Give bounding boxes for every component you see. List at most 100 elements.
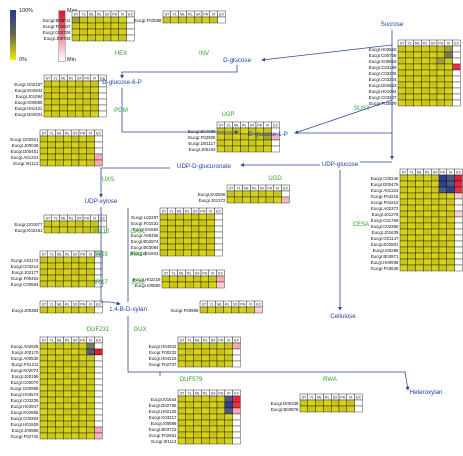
heatmap-cell (167, 219, 176, 227)
gene-label: Eucgr.C03214 (11, 264, 39, 269)
heatmap-cell (47, 390, 56, 398)
gene-label: Eucgr.D02653 (369, 83, 397, 88)
heatmap-cell (405, 57, 414, 65)
heatmap-cell (431, 204, 440, 212)
enzyme-susy: SUSY (354, 106, 370, 112)
heatmap-cell (415, 228, 424, 236)
heatmap-cell (47, 426, 56, 434)
column-label-yl: YL (53, 77, 57, 81)
heatmap-cell (454, 240, 463, 248)
heatmap-cell (423, 210, 432, 218)
expression-gradient-bar (10, 10, 16, 60)
heatmap-cell (399, 180, 408, 188)
column-label-ml: ML (234, 124, 239, 128)
heatmap-cell (82, 104, 91, 112)
heatmap-cell (177, 354, 186, 362)
heatmap-cell (55, 366, 64, 374)
column-label-yl: YL (209, 303, 213, 307)
heatmap-cell (51, 220, 60, 228)
heatmap-cell (191, 249, 200, 257)
heatmap-cell (216, 395, 225, 403)
heatmap-cell (405, 81, 414, 89)
column-label-ph: PH (218, 392, 223, 396)
heatmap-cell (438, 198, 447, 206)
heatmap-cell (55, 420, 64, 428)
heatmap-cell (86, 354, 95, 362)
heatmap-cell (446, 204, 455, 212)
heatmap-cell (63, 432, 72, 440)
heatmap-cell (216, 133, 225, 141)
heatmap-cell (86, 408, 95, 416)
gene-label: Eucgr.H00939 (371, 260, 399, 265)
heatmap-cell (214, 219, 223, 227)
heatmap-cell (71, 420, 80, 428)
heatmap-cell (201, 437, 210, 445)
heatmap-cell (446, 246, 455, 254)
gene-label: Eucgr.F04212 (371, 200, 399, 205)
heatmap-cell (94, 141, 103, 149)
heatmap-cell (159, 225, 168, 233)
gene-label: Eucgr.J01094 (16, 94, 43, 99)
gene-label: Eucgr.D00476 (371, 182, 399, 187)
heatmap-cell (423, 246, 432, 254)
heatmap-cell (323, 399, 332, 407)
heatmap-cell (407, 240, 416, 248)
heatmap-cell (86, 414, 95, 422)
heatmap-cell (185, 419, 194, 427)
heatmap-cell (82, 98, 91, 106)
heatmap-cell (78, 420, 87, 428)
heatmap-cell (39, 342, 48, 350)
heatmap-cell (67, 86, 76, 94)
heatmap-cell (75, 98, 84, 106)
heatmap-cell (405, 87, 414, 95)
heatmap-cell (415, 198, 424, 206)
heatmap-cell (103, 28, 112, 36)
heatmap-cell (39, 135, 48, 143)
heatmap-cell (47, 141, 56, 149)
heatmap-cell (397, 81, 406, 89)
heatmap-cell (43, 80, 52, 88)
heatmap-cell (209, 401, 218, 409)
metabolite-heteroxylan: Heteroxylan (409, 389, 443, 396)
heatmap-cell (71, 147, 80, 155)
heatmap-cell (431, 180, 440, 188)
heatmap-cell (185, 354, 194, 362)
heatmap-cell (110, 28, 119, 36)
heatmap-cell (248, 139, 257, 147)
heatmap-cell (438, 264, 447, 272)
heatmap-cell (407, 186, 416, 194)
column-label-yl: YL (236, 187, 240, 191)
heatmap-cell (423, 228, 432, 236)
heatmap-cell (39, 372, 48, 380)
heatmap-cell (78, 342, 87, 350)
column-label-ix: IX (93, 217, 97, 221)
gene-label: Eucgr.C00769 (369, 53, 397, 58)
heatmap-cell (231, 306, 240, 314)
column-label-rl: RL (65, 303, 70, 307)
heatmap-cell (183, 231, 192, 239)
heatmap-cell (446, 228, 455, 236)
heatmap-cell (250, 190, 259, 198)
column-label-ml: ML (180, 13, 185, 17)
heatmap-cell (79, 16, 88, 24)
heatmap-cell (78, 135, 87, 143)
heatmap-cell (87, 22, 96, 30)
heatmap-cell (71, 135, 80, 143)
heatmap-cell (214, 249, 223, 257)
column-label-rl: RL (423, 42, 428, 46)
heatmap-cell (90, 220, 99, 228)
heatmap-cell (185, 407, 194, 415)
heatmap-cell (198, 213, 207, 221)
heatmap-cell (39, 262, 48, 270)
heatmap-cell (87, 34, 96, 42)
gene-label: Eucgr.J01372 (199, 198, 226, 203)
heatmap-cell (78, 306, 87, 314)
column-label-ix: IX (212, 13, 216, 17)
gene-label: Eucgr.J00985 (12, 428, 39, 433)
heatmap-cell (258, 190, 267, 198)
heatmap-cell (454, 204, 463, 212)
heatmap-cell (75, 104, 84, 112)
gene-label: Eucgr.F02737 (149, 362, 177, 367)
heatmap-cell (75, 80, 84, 88)
heatmap-cell (413, 87, 422, 95)
